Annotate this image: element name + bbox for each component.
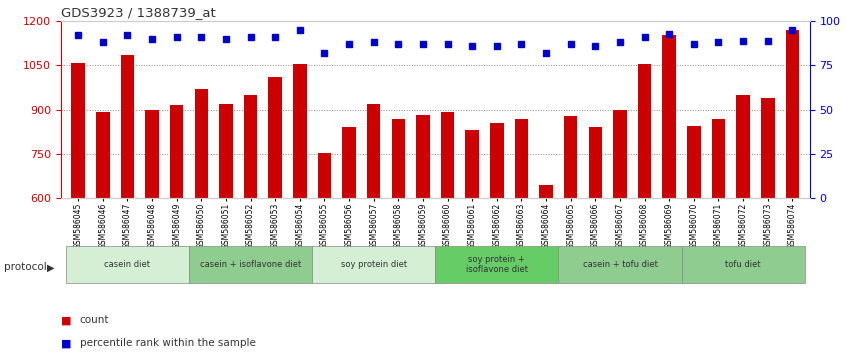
- Text: casein + tofu diet: casein + tofu diet: [583, 260, 657, 269]
- FancyBboxPatch shape: [189, 246, 312, 283]
- Text: ▶: ▶: [47, 262, 54, 272]
- FancyBboxPatch shape: [312, 246, 435, 283]
- Bar: [317, 153, 332, 354]
- Bar: [244, 95, 257, 354]
- Bar: [662, 34, 676, 354]
- Bar: [71, 63, 85, 354]
- FancyBboxPatch shape: [558, 246, 682, 283]
- Bar: [219, 104, 233, 354]
- Bar: [786, 30, 799, 354]
- Bar: [564, 116, 578, 354]
- Text: soy protein +
isoflavone diet: soy protein + isoflavone diet: [466, 255, 528, 274]
- Text: soy protein diet: soy protein diet: [341, 260, 407, 269]
- Bar: [195, 89, 208, 354]
- FancyBboxPatch shape: [66, 246, 189, 283]
- Text: GDS3923 / 1388739_at: GDS3923 / 1388739_at: [61, 6, 216, 19]
- Bar: [392, 119, 405, 354]
- Text: percentile rank within the sample: percentile rank within the sample: [80, 338, 255, 348]
- FancyBboxPatch shape: [682, 246, 805, 283]
- Bar: [146, 110, 159, 354]
- Bar: [268, 77, 282, 354]
- Bar: [514, 119, 528, 354]
- Bar: [736, 95, 750, 354]
- Bar: [367, 104, 381, 354]
- Bar: [293, 64, 306, 354]
- Bar: [711, 119, 725, 354]
- Bar: [170, 105, 184, 354]
- Bar: [121, 55, 135, 354]
- Bar: [465, 130, 479, 354]
- Bar: [96, 112, 109, 354]
- Text: casein + isoflavone diet: casein + isoflavone diet: [200, 260, 301, 269]
- FancyBboxPatch shape: [435, 246, 558, 283]
- Bar: [490, 123, 503, 354]
- Text: ■: ■: [61, 338, 71, 348]
- Bar: [539, 185, 553, 354]
- Bar: [589, 126, 602, 354]
- Bar: [441, 112, 454, 354]
- Bar: [416, 115, 430, 354]
- Text: tofu diet: tofu diet: [725, 260, 761, 269]
- Text: ■: ■: [61, 315, 71, 325]
- Text: count: count: [80, 315, 109, 325]
- Bar: [613, 110, 627, 354]
- Bar: [761, 98, 775, 354]
- Text: casein diet: casein diet: [104, 260, 151, 269]
- Bar: [687, 126, 700, 354]
- Bar: [343, 127, 356, 354]
- Text: protocol: protocol: [4, 262, 47, 272]
- Bar: [638, 64, 651, 354]
